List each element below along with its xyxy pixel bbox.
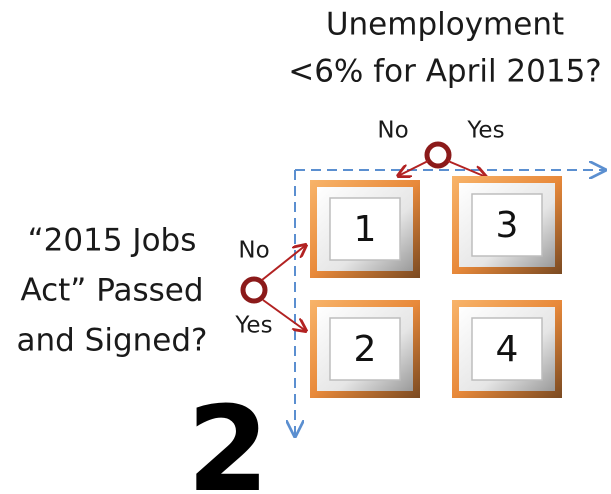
decision-node bbox=[424, 141, 452, 169]
box-number: 3 bbox=[496, 205, 519, 246]
box-number: 4 bbox=[496, 329, 519, 370]
box-face bbox=[329, 197, 401, 261]
box-number: 2 bbox=[354, 329, 377, 370]
no-label: No bbox=[377, 118, 408, 144]
arrow bbox=[398, 160, 429, 176]
arrow bbox=[447, 160, 486, 177]
box-grid: 1 3 2 4 bbox=[310, 176, 562, 398]
box-face bbox=[471, 193, 543, 257]
left-question-line: Act” Passed bbox=[20, 273, 203, 309]
yes-label: Yes bbox=[466, 118, 504, 144]
box-face bbox=[329, 317, 401, 381]
box-face bbox=[471, 317, 543, 381]
top-question-line: Unemployment bbox=[326, 7, 564, 43]
box-number: 1 bbox=[354, 209, 377, 250]
yes-label: Yes bbox=[234, 313, 272, 339]
top-question-line: <6% for April 2015? bbox=[288, 54, 602, 90]
arrow bbox=[261, 245, 306, 281]
decision-node bbox=[240, 276, 268, 304]
big-number: 2 bbox=[187, 380, 269, 494]
left-question-line: “2015 Jobs bbox=[28, 223, 197, 259]
arrow bbox=[262, 299, 306, 331]
left-question-line: and Signed? bbox=[17, 323, 208, 359]
no-label: No bbox=[238, 238, 269, 264]
